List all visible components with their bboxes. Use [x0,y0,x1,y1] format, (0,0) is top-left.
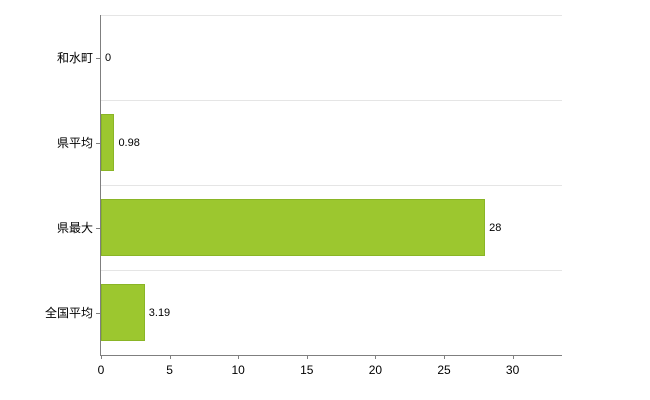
x-axis-tick [101,355,102,359]
y-axis-tick [96,227,100,229]
x-tick-label: 0 [97,363,105,377]
value-label: 28 [489,221,502,234]
x-tick-label: 10 [231,363,245,377]
category-label: 和水町 [56,50,93,65]
category-label: 県平均 [56,135,93,150]
bar [101,199,486,256]
x-tick-label: 25 [437,363,451,377]
x-axis-tick [306,355,308,359]
category-label: 県最大 [56,220,93,235]
x-axis-tick [444,355,445,359]
gridline [101,15,562,16]
y-axis-tick [96,312,100,314]
category-label: 全国平均 [44,305,93,320]
y-axis-tick [96,142,100,144]
value-label: 0 [105,51,112,64]
bar [101,284,145,341]
gridline [101,270,562,271]
x-axis-tick [375,355,377,359]
y-axis-tick [96,57,100,59]
gridline [101,100,562,101]
x-tick-label: 15 [300,363,314,377]
value-label: 3.19 [148,306,171,319]
gridline [101,185,562,186]
x-axis-tick [169,355,171,359]
x-tick-label: 5 [166,363,173,377]
plot-area: 和水町 0 県平均 0.98 県最大 28 全国平均 3.19 0 5 10 15 20 25 30 [45,15,562,376]
x-tick-label: 30 [505,363,520,377]
bar [101,114,115,171]
x-tick-label: 20 [368,363,383,377]
x-axis-tick [512,355,514,359]
x-axis-tick [238,355,240,359]
value-label: 0.98 [118,136,140,149]
